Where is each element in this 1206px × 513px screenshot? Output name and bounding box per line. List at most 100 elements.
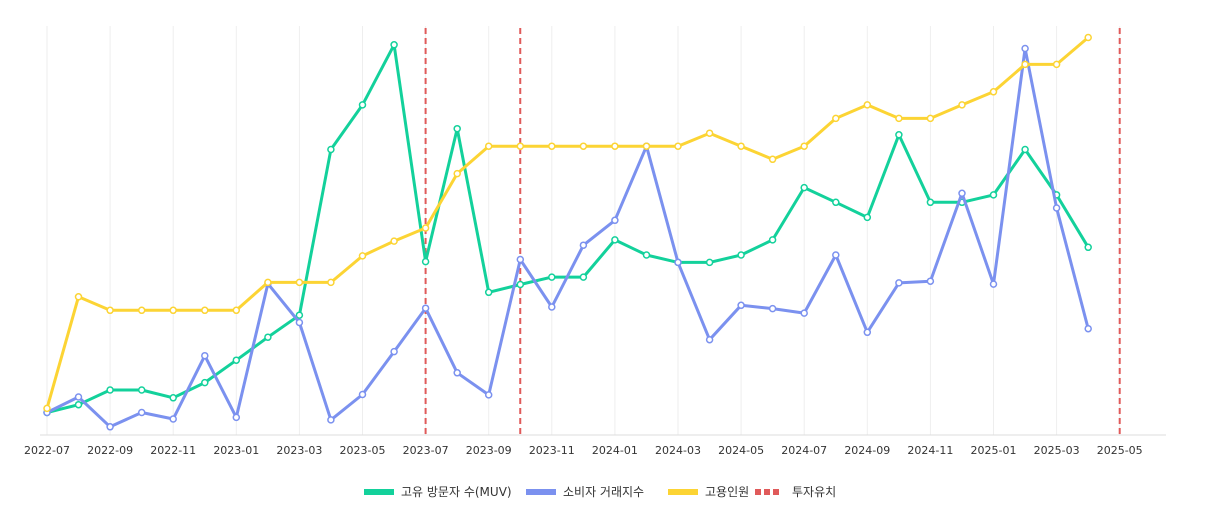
data-point[interactable] [863,328,872,337]
legend-item[interactable]: 소비자 거래지수 [526,485,644,499]
data-point[interactable] [484,142,493,150]
data-point[interactable] [705,335,714,344]
data-point[interactable] [548,142,556,150]
data-point[interactable] [137,306,146,315]
data-point[interactable] [358,390,367,399]
data-point[interactable] [201,351,209,360]
data-point[interactable] [169,394,177,402]
data-point[interactable] [579,142,588,150]
data-point[interactable] [1052,60,1061,69]
data-point[interactable] [516,280,525,289]
data-point[interactable] [516,255,525,264]
data-point[interactable] [358,101,367,109]
data-point[interactable] [737,301,745,310]
data-point[interactable] [106,386,114,394]
data-point[interactable] [611,216,619,225]
data-point[interactable] [1084,324,1092,333]
data-point[interactable] [421,224,430,232]
data-point[interactable] [958,189,966,198]
data-point[interactable] [390,41,398,49]
data-point[interactable] [484,288,493,297]
data-point[interactable] [674,258,682,267]
data-point[interactable] [484,391,493,399]
data-point[interactable] [926,114,935,123]
data-point[interactable] [832,198,840,207]
data-point[interactable] [327,416,335,424]
data-point[interactable] [74,393,83,401]
legend[interactable]: 고유 방문자 수(MUV) 소비자 거래지수 고용인원 투자유치 [364,485,836,499]
data-point[interactable] [453,169,461,178]
data-point[interactable] [642,251,651,259]
data-point[interactable] [106,423,114,431]
data-point[interactable] [295,311,304,319]
data-point[interactable] [958,101,966,109]
data-point[interactable] [548,303,556,311]
data-point[interactable] [1084,243,1092,252]
data-point[interactable] [579,241,588,249]
data-point[interactable] [137,386,146,394]
data-point[interactable] [421,304,430,312]
data-point[interactable] [800,183,808,192]
data-point[interactable] [548,273,556,281]
data-point[interactable] [1021,145,1029,154]
data-point[interactable] [232,306,241,315]
data-point[interactable] [832,251,840,259]
data-point[interactable] [989,191,998,199]
data-point[interactable] [106,306,114,315]
data-point[interactable] [674,142,682,150]
data-point[interactable] [926,277,935,285]
data-point[interactable] [421,257,430,266]
data-point[interactable] [1021,44,1029,53]
data-point[interactable] [232,356,241,364]
data-point[interactable] [1084,33,1092,42]
data-point[interactable] [579,273,588,281]
data-point[interactable] [390,237,398,245]
data-point[interactable] [169,306,177,315]
data-point[interactable] [989,88,998,96]
data-point[interactable] [74,293,83,301]
data-point[interactable] [1052,204,1061,212]
data-point[interactable] [390,347,398,356]
data-point[interactable] [863,101,872,109]
data-point[interactable] [74,400,83,409]
data-point[interactable] [137,408,146,417]
data-point[interactable] [737,142,745,150]
data-point[interactable] [863,213,872,222]
data-point[interactable] [453,124,461,133]
data-point[interactable] [926,198,935,207]
data-point[interactable] [705,129,714,137]
data-point[interactable] [768,155,777,164]
data-point[interactable] [611,236,619,244]
data-point[interactable] [832,114,840,123]
data-point[interactable] [895,131,903,139]
data-point[interactable] [642,142,651,150]
data-point[interactable] [295,278,304,287]
data-point[interactable] [43,404,51,413]
data-point[interactable] [800,142,808,150]
data-point[interactable] [327,278,335,287]
data-point[interactable] [201,306,209,315]
legend-item[interactable]: 고용인원 [668,485,749,499]
data-point[interactable] [768,304,777,313]
data-point[interactable] [201,378,209,387]
data-point[interactable] [232,413,241,422]
data-point[interactable] [611,142,619,150]
legend-item[interactable]: 고유 방문자 수(MUV) [364,485,512,499]
data-point[interactable] [453,369,461,377]
data-point[interactable] [264,333,272,341]
data-point[interactable] [895,114,903,123]
data-point[interactable] [264,278,272,287]
data-point[interactable] [327,145,335,154]
data-point[interactable] [895,279,903,287]
data-point[interactable] [705,258,714,267]
data-point[interactable] [169,415,177,423]
legend-item[interactable]: 투자유치 [755,485,836,499]
data-point[interactable] [800,309,808,317]
data-point[interactable] [358,252,367,260]
data-point[interactable] [516,142,525,150]
data-point[interactable] [768,236,777,244]
data-point[interactable] [989,280,998,288]
data-point[interactable] [295,318,304,327]
data-point[interactable] [737,251,745,259]
data-point[interactable] [1021,60,1029,69]
